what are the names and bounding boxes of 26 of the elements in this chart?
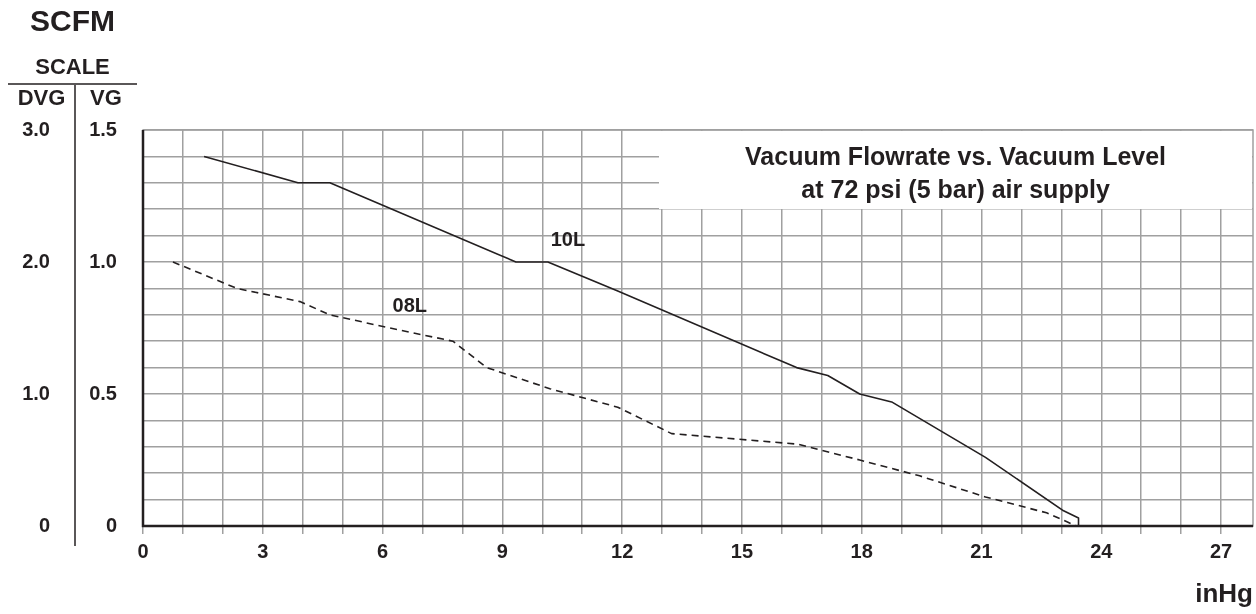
x-tick-label: 27 <box>1209 539 1233 562</box>
x-tick-label: 3 <box>257 539 269 562</box>
x-tick-label: 15 <box>730 539 754 562</box>
series-label: 08L <box>392 293 427 316</box>
y-axis-title: VG <box>90 85 122 111</box>
x-axis-title: inHg <box>1195 577 1253 608</box>
x-tick-label: 12 <box>611 539 634 562</box>
text: SCFM <box>30 4 115 38</box>
y-tick-label: 1.0 <box>89 249 117 272</box>
y-tick-label: 0 <box>105 513 117 536</box>
y2-tick-label: 1.0 <box>22 381 50 404</box>
x-tick-label: 0 <box>137 539 149 562</box>
x-tick-label: 18 <box>850 539 873 562</box>
y-tick-label: 1.5 <box>89 117 117 140</box>
title-panel: Vacuum Flowrate vs. Vacuum Level at 72 psi (5 bar) air supply <box>659 131 1252 209</box>
x-tick-label: 6 <box>377 539 389 562</box>
y-tick-label: 0.5 <box>89 381 117 404</box>
x-tick-label: 21 <box>970 539 993 562</box>
x-tick-label: 24 <box>1090 539 1114 562</box>
series-label: 10L <box>550 227 586 250</box>
text: SCALE <box>35 54 110 80</box>
y2-tick-label: 3.0 <box>22 117 50 140</box>
y2-axis-title: DVG <box>17 85 66 111</box>
y2-tick-label: 0 <box>38 513 50 536</box>
x-tick-label: 9 <box>496 539 508 562</box>
y2-tick-label: 2.0 <box>22 249 50 272</box>
